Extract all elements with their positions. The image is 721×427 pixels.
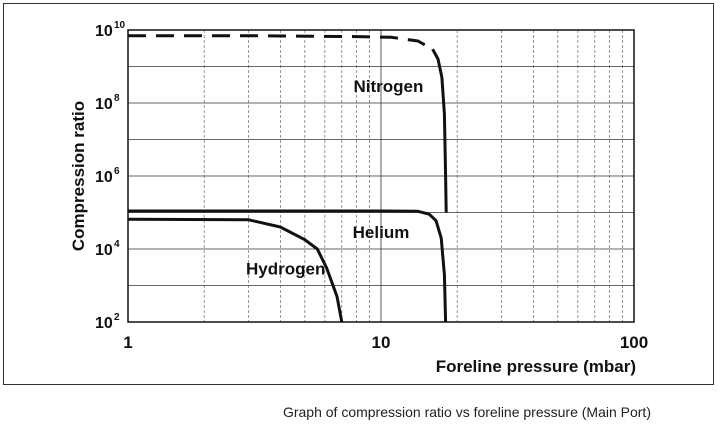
- y-tick-base: 10: [95, 23, 113, 40]
- y-tick-label: 10 4: [95, 239, 120, 259]
- series-line-nitrogen-dashed: [128, 34, 434, 51]
- x-tick-label: 10: [372, 333, 391, 352]
- y-tick-base: 10: [95, 96, 113, 113]
- figure-caption: Graph of compression ratio vs foreline p…: [282, 404, 651, 420]
- annotation-helium: Helium: [353, 223, 410, 242]
- series-nitrogen: [128, 34, 448, 213]
- x-tick-label: 1: [123, 333, 132, 352]
- y-tick-base: 10: [95, 169, 113, 186]
- y-tick-label: 10 8: [95, 93, 120, 113]
- y-tick-exponent: 2: [114, 312, 120, 323]
- series-layer: [127, 34, 448, 323]
- annotation-hydrogen: Hydrogen: [246, 260, 325, 279]
- grid: [128, 30, 634, 322]
- annotation-nitrogen: Nitrogen: [353, 77, 423, 96]
- series-line-hydrogen: [127, 217, 344, 323]
- plot-area-border: [127, 29, 635, 323]
- y-axis-label: Compression ratio: [69, 101, 88, 251]
- x-tick-labels: 1 10 100: [123, 333, 648, 352]
- series-line-nitrogen: [431, 48, 448, 213]
- y-tick-label: 10 6: [95, 166, 120, 186]
- y-tick-exponent: 10: [114, 20, 126, 31]
- y-tick-label: 10 2: [95, 312, 120, 332]
- series-line-helium: [128, 209, 448, 323]
- annotations: Nitrogen Helium Hydrogen: [246, 77, 423, 278]
- y-tick-base: 10: [95, 242, 113, 259]
- y-tick-label: 10 10: [95, 20, 126, 40]
- x-tick-label: 100: [620, 333, 648, 352]
- y-tick-exponent: 4: [114, 239, 120, 250]
- chart-frame: [3, 3, 714, 385]
- y-tick-exponent: 8: [114, 93, 120, 104]
- x-axis-label: Foreline pressure (mbar): [436, 357, 636, 376]
- series-helium: [128, 209, 448, 323]
- y-tick-exponent: 6: [114, 166, 120, 177]
- series-hydrogen: [127, 217, 344, 323]
- y-tick-base: 10: [95, 315, 113, 332]
